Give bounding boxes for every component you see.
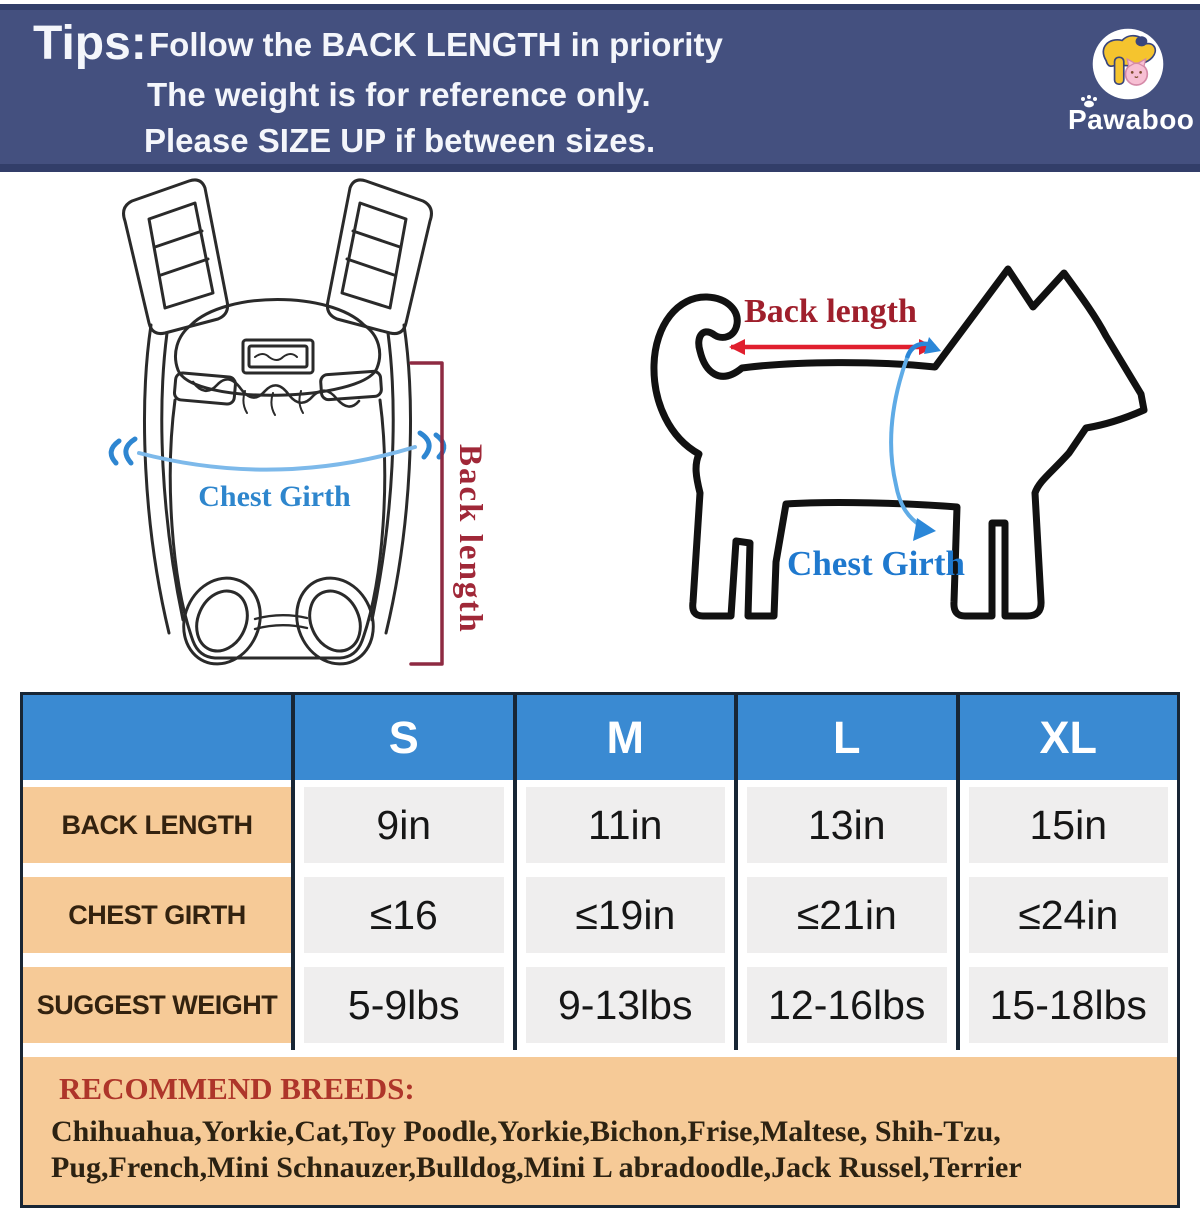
cell-value: 11in [588,801,663,848]
logo-cat-icon [1124,62,1149,86]
logo-mark-icon [1086,22,1170,106]
dog-illustration [650,265,1148,620]
cell-value: ≤16 [369,891,438,938]
table-header-row: S M L XL [23,695,1177,780]
cell-value: 13in [807,801,886,848]
recommend-breeds-section: RECOMMEND BREEDS: Chihuahua,Yorkie,Cat,T… [23,1057,1177,1205]
cell-value: ≤24in [1018,891,1119,938]
table-row-chest-girth: CHEST GIRTH ≤16 ≤19in ≤21in ≤24in [23,870,1177,960]
logo-wordmark: Pawaboo [1068,95,1194,136]
table-row-suggest-weight: SUGGEST WEIGHT 5-9lbs 9-13lbs 12-16lbs 1… [23,960,1177,1050]
tips-heading: Tips: [33,17,147,70]
carrier-back-length-label: Back length [452,444,488,634]
cell-value: 5-9lbs [347,981,460,1028]
row-label: BACK LENGTH [61,809,254,840]
tip-line-3: Please SIZE UP if between sizes. [144,122,656,159]
paw-icon [1081,95,1097,108]
breeds-line-1: Chihuahua,Yorkie,Cat,Toy Poodle,Yorkie,B… [51,1115,1001,1148]
cell-value: 9-13lbs [558,981,693,1028]
header-size-l: L [734,695,956,780]
breeds-line-2: Pug,French,Mini Schnauzer,Bulldog,Mini L… [51,1151,1022,1184]
cell-value: 15in [1029,801,1107,848]
pawaboo-logo: Pawaboo [1068,22,1194,136]
header-size-xl: XL [955,695,1177,780]
cell-value: 15-18lbs [989,981,1147,1028]
cell-value: ≤19in [575,891,676,938]
table-row-back-length: BACK LENGTH 9in 11in 13in 15in [23,780,1177,870]
tips-banner: Tips: Follow the BACK LENGTH in priority… [0,4,1200,172]
back-length-arrow [729,339,935,355]
carrier-illustration [108,178,447,666]
dog-chest-girth-label: Chest Girth [787,544,965,583]
cell-value: ≤21in [796,891,897,938]
back-length-bracket [409,361,444,666]
row-label: SUGGEST WEIGHT [36,989,278,1020]
cell-value: 12-16lbs [768,981,926,1028]
tip-line-1: Follow the BACK LENGTH in priority [149,26,723,63]
row-label: CHEST GIRTH [68,899,246,930]
header-size-s: S [291,695,513,780]
cell-value: 9in [376,801,432,848]
recommend-breeds-title: RECOMMEND BREEDS: [59,1071,415,1106]
size-table: S M L XL BACK LENGTH 9in 11in 13in 15in … [20,692,1180,1208]
header-size-m: M [512,695,734,780]
dog-back-length-label: Back length [744,293,917,330]
dog-chest-girth-arc [889,337,941,541]
tip-line-2: The weight is for reference only. [147,76,651,113]
header-empty-cell [23,695,291,780]
carrier-chest-girth-label: Chest Girth [198,480,351,513]
